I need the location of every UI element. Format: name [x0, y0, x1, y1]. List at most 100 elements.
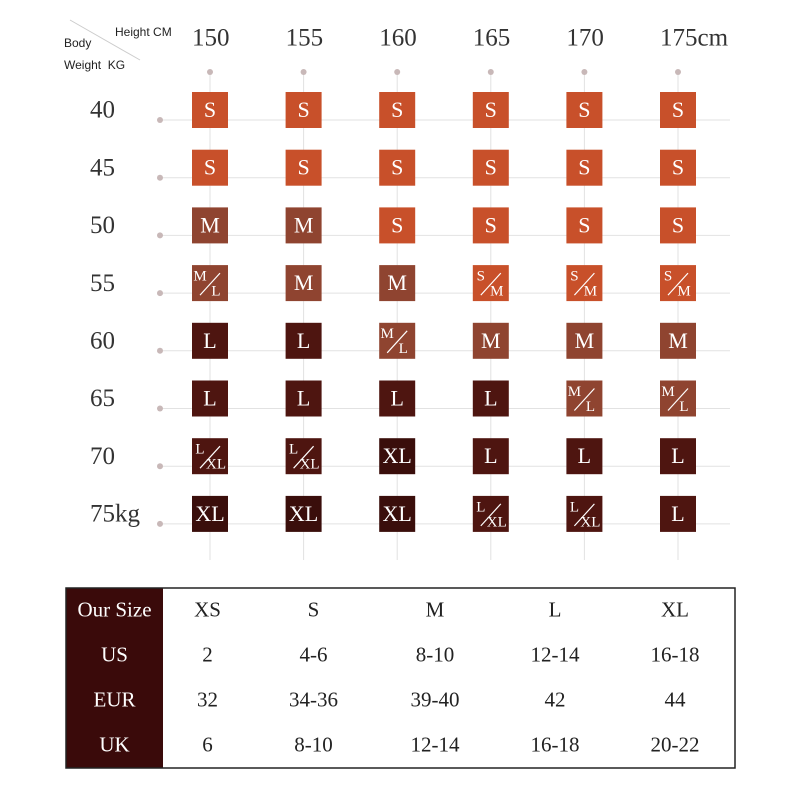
- size-text: XL: [580, 514, 600, 530]
- size-box: [472, 380, 509, 417]
- table-cell: 34-36: [289, 687, 338, 711]
- size-text: L: [586, 399, 595, 415]
- table-cell: 20-22: [651, 732, 700, 756]
- size-box: [379, 207, 416, 244]
- size-slash: [573, 388, 595, 411]
- size-text: S: [672, 212, 684, 237]
- size-slash: [480, 272, 502, 296]
- size-box: [472, 438, 509, 475]
- size-text: M: [387, 270, 407, 295]
- size-box: [472, 265, 509, 302]
- size-text: S: [297, 97, 309, 122]
- size-box: [285, 380, 322, 417]
- body-label: Body: [64, 36, 91, 50]
- height-value: 175cm: [660, 25, 729, 52]
- size-text: XL: [487, 514, 507, 530]
- size-box: [472, 495, 509, 532]
- size-text: L: [484, 386, 497, 411]
- size-text: L: [203, 328, 216, 353]
- size-text: M: [568, 384, 581, 400]
- size-text: S: [297, 155, 309, 180]
- size-text: S: [391, 97, 403, 122]
- size-box: [379, 495, 416, 532]
- size-text: S: [485, 155, 497, 180]
- table-cell: EUR: [94, 687, 136, 711]
- weight-value: 55: [90, 270, 115, 297]
- size-text: XL: [195, 501, 224, 526]
- size-text: L: [203, 386, 216, 411]
- size-box: [192, 495, 228, 532]
- size-box: [566, 149, 603, 186]
- size-box: [660, 495, 696, 532]
- size-box: [379, 149, 416, 186]
- size-text: L: [289, 442, 298, 458]
- size-text: L: [211, 284, 220, 300]
- size-slash: [386, 330, 408, 354]
- weight-value: 60: [90, 328, 115, 355]
- table-cell: 16-18: [651, 642, 700, 666]
- size-box: [379, 265, 416, 302]
- size-text: XL: [300, 457, 320, 473]
- table-cell: 42: [545, 687, 566, 711]
- size-slash: [199, 445, 221, 469]
- size-box: [285, 265, 322, 302]
- size-text: S: [664, 269, 672, 285]
- size-text: S: [477, 269, 485, 285]
- size-text: S: [578, 212, 590, 237]
- size-text: L: [578, 443, 591, 468]
- size-box: [566, 495, 603, 532]
- size-box: [472, 92, 509, 128]
- table-border: [65, 587, 736, 769]
- table-first-col: [66, 588, 163, 768]
- height-value: 160: [379, 25, 417, 52]
- size-text: L: [570, 499, 579, 515]
- table-cell: S: [308, 597, 320, 621]
- size-box: [660, 149, 696, 186]
- size-box: [192, 380, 228, 417]
- size-text: M: [200, 212, 220, 237]
- size-text: M: [668, 328, 688, 353]
- size-box: [192, 438, 228, 475]
- table-cell: UK: [99, 732, 129, 756]
- size-box: [566, 265, 603, 302]
- weight-value: 50: [90, 212, 115, 239]
- table-cell: 6: [202, 732, 213, 756]
- size-slash: [573, 503, 595, 527]
- size-box: [285, 322, 322, 359]
- height-label: Height CM: [115, 25, 172, 39]
- weight-value: 65: [90, 385, 115, 412]
- weight-label: Weight KG: [64, 58, 125, 72]
- size-box: [192, 265, 228, 302]
- size-box: [566, 380, 603, 417]
- size-box: [285, 92, 322, 128]
- size-text: S: [391, 155, 403, 180]
- size-box: [285, 149, 322, 186]
- size-text: M: [193, 269, 206, 285]
- size-text: M: [490, 284, 503, 300]
- size-box: [566, 438, 603, 475]
- size-box: [566, 322, 603, 359]
- size-slash: [667, 388, 689, 411]
- table-cell: 16-18: [531, 732, 580, 756]
- height-value: 165: [473, 25, 511, 52]
- size-box: [660, 380, 696, 417]
- size-text: M: [294, 270, 314, 295]
- weight-value: 45: [90, 154, 115, 181]
- dot: [487, 69, 494, 75]
- size-text: S: [485, 212, 497, 237]
- dot: [157, 174, 163, 181]
- size-text: L: [297, 386, 310, 411]
- size-box: [379, 322, 416, 359]
- table-cell: 2: [202, 642, 213, 666]
- size-text: L: [195, 442, 204, 458]
- size-text: S: [204, 97, 216, 122]
- table-cell: 44: [665, 687, 687, 711]
- table-cell: 8-10: [416, 642, 455, 666]
- size-text: XL: [289, 501, 318, 526]
- size-text: S: [578, 155, 590, 180]
- size-text: S: [485, 97, 497, 122]
- size-slash: [667, 272, 689, 296]
- size-text: M: [677, 284, 690, 300]
- table-cell: 39-40: [411, 687, 460, 711]
